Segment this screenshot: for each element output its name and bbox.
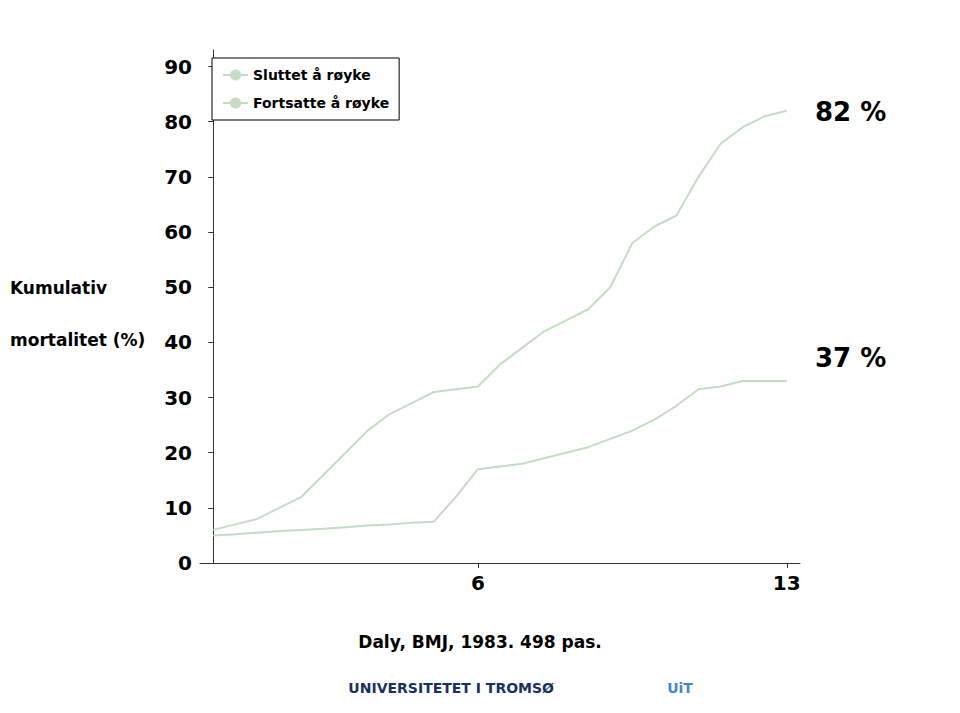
svg-text:Daly, BMJ, 1983. 498 pas.: Daly, BMJ, 1983. 498 pas. (358, 632, 601, 652)
svg-text:Kumulativ: Kumulativ (10, 278, 107, 298)
svg-text:13: 13 (773, 571, 801, 595)
svg-text:Sluttet å røyke: Sluttet å røyke (253, 67, 371, 83)
svg-text:0: 0 (178, 551, 192, 575)
svg-text:50: 50 (164, 275, 192, 299)
svg-text:80: 80 (164, 110, 192, 134)
svg-text:60: 60 (164, 220, 192, 244)
svg-text:10: 10 (164, 496, 192, 520)
svg-text:40: 40 (164, 330, 192, 354)
svg-text:UNIVERSITETET I TROMSØ: UNIVERSITETET I TROMSØ (348, 680, 554, 696)
svg-text:90: 90 (164, 55, 192, 79)
svg-text:UiT: UiT (667, 680, 693, 696)
svg-text:82 %: 82 % (815, 97, 886, 127)
svg-text:20: 20 (164, 441, 192, 465)
svg-text:70: 70 (164, 165, 192, 189)
svg-text:Fortsatte å røyke: Fortsatte å røyke (253, 95, 389, 111)
svg-text:6: 6 (471, 571, 485, 595)
svg-text:mortalitet (%): mortalitet (%) (10, 330, 145, 350)
svg-text:37 %: 37 % (815, 343, 886, 373)
svg-text:30: 30 (164, 386, 192, 410)
